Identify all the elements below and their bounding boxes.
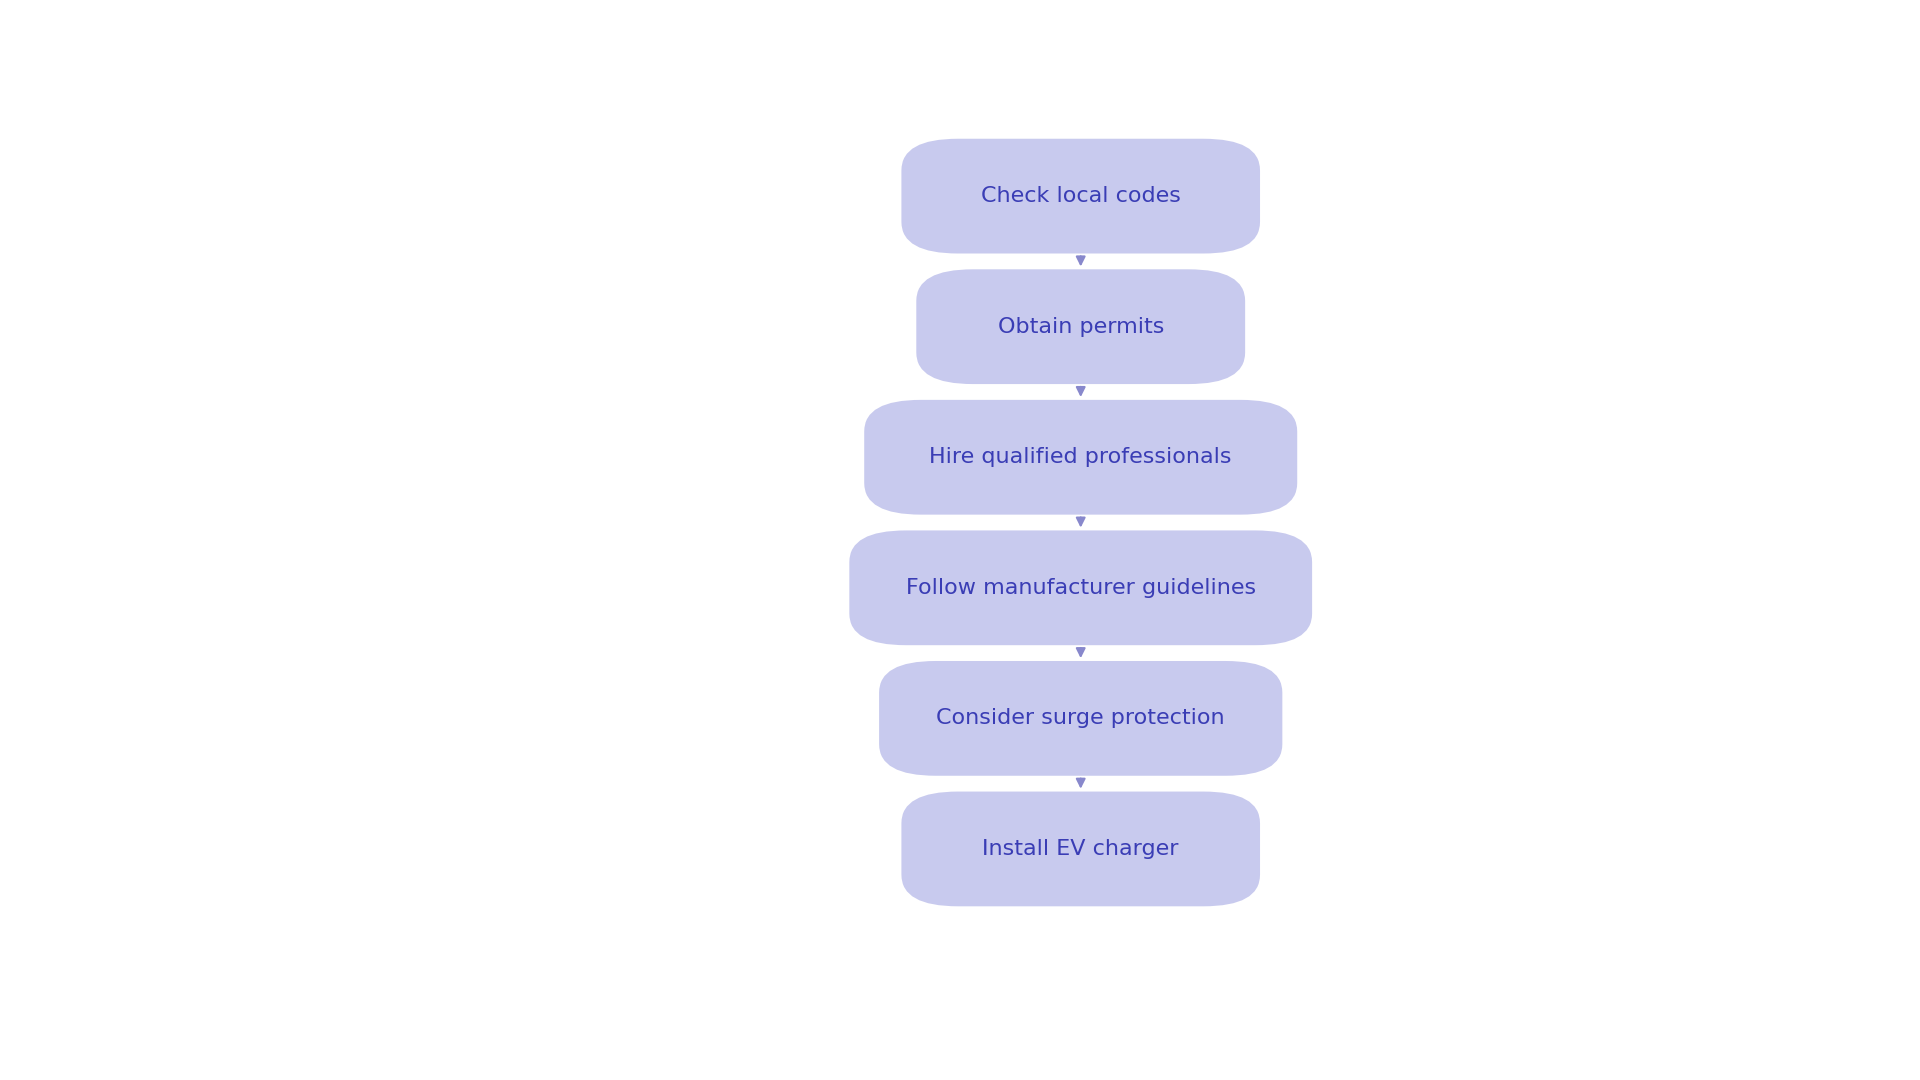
Text: Obtain permits: Obtain permits xyxy=(998,316,1164,337)
Text: Consider surge protection: Consider surge protection xyxy=(937,708,1225,728)
Text: Check local codes: Check local codes xyxy=(981,186,1181,206)
FancyBboxPatch shape xyxy=(916,269,1246,384)
FancyBboxPatch shape xyxy=(864,400,1298,515)
Text: Install EV charger: Install EV charger xyxy=(983,839,1179,859)
FancyBboxPatch shape xyxy=(879,661,1283,775)
FancyBboxPatch shape xyxy=(849,530,1311,645)
FancyBboxPatch shape xyxy=(900,792,1260,906)
FancyBboxPatch shape xyxy=(900,138,1260,254)
Text: Follow manufacturer guidelines: Follow manufacturer guidelines xyxy=(906,578,1256,598)
Text: Hire qualified professionals: Hire qualified professionals xyxy=(929,447,1233,468)
